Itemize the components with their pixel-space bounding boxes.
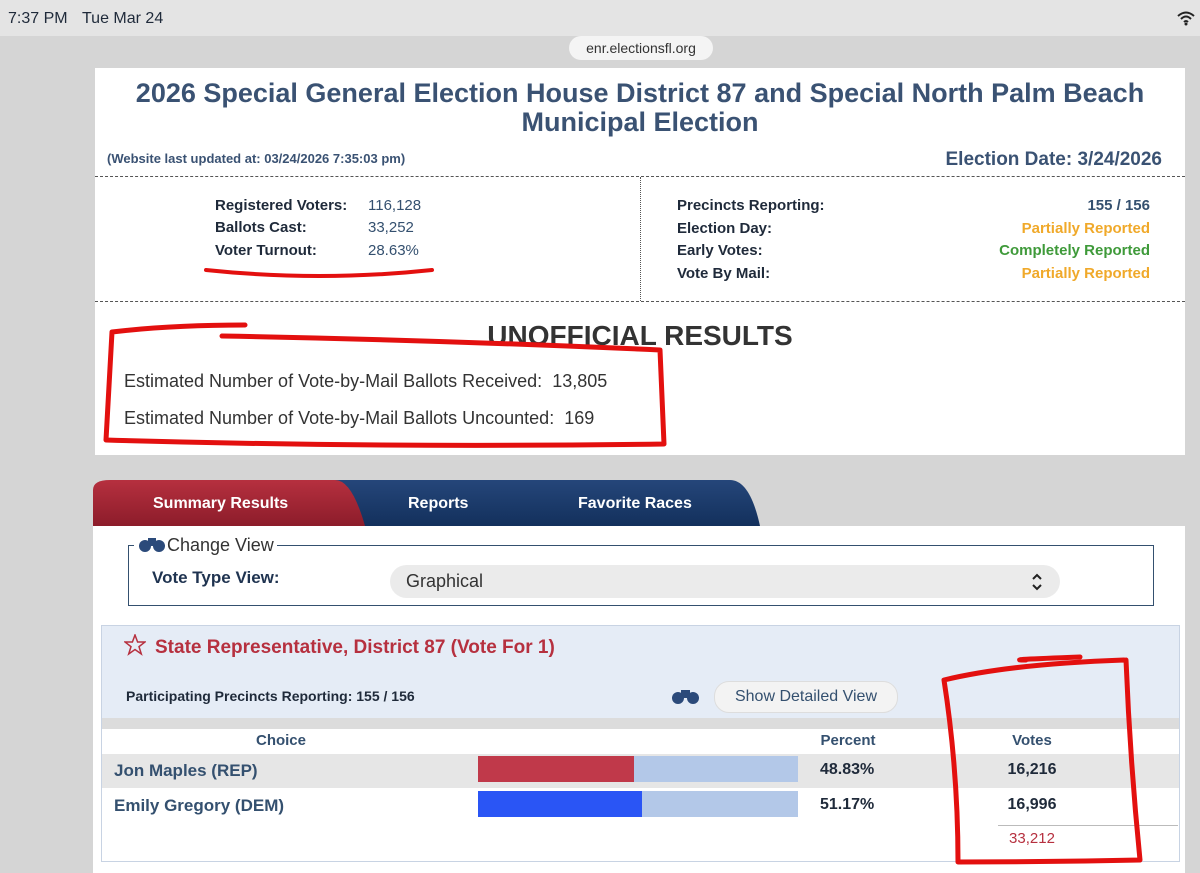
column-header: Votes <box>1012 732 1052 749</box>
binoculars-icon <box>139 538 165 552</box>
wifi-icon <box>1177 11 1195 26</box>
vote-type-select[interactable] <box>390 565 1060 598</box>
vbm-uncounted: Estimated Number of Vote-by-Mail Ballots… <box>124 408 594 429</box>
stat-label: Ballots Cast: <box>215 219 307 236</box>
stat-label: Registered Voters: <box>215 197 348 214</box>
divider <box>640 177 641 301</box>
column-header: Choice <box>255 732 306 749</box>
vote-type-label: Vote Type View: <box>152 568 280 587</box>
url-bar[interactable]: enr.electionsfl.org <box>569 36 713 60</box>
election-date: Election Date: 3/24/2026 <box>945 149 1163 170</box>
tab[interactable]: Summary Results <box>153 495 289 512</box>
stat-label: Election Day: <box>677 219 773 237</box>
stat-value: Partially Reported <box>1021 219 1150 237</box>
percent-label: 48.83% <box>820 761 875 778</box>
status-date: Tue Mar 24 <box>82 10 164 27</box>
detail-button[interactable]: Show Detailed View <box>714 681 898 713</box>
tab-shapes <box>93 480 760 526</box>
stat-label: Early Votes: <box>677 242 763 259</box>
total-votes: 33,212 <box>1009 830 1055 847</box>
candidate-name: Jon Maples (REP) <box>114 761 258 780</box>
tab[interactable]: Reports <box>408 495 469 512</box>
select-chevron <box>1032 573 1042 591</box>
divider <box>95 176 1185 177</box>
vote-count: 16,216 <box>1007 761 1057 778</box>
percent-bar <box>478 756 635 782</box>
race-precincts: Participating Precincts Reporting: 155 /… <box>126 688 415 704</box>
percent-bar <box>478 791 642 817</box>
stat-label: Precincts Reporting: <box>677 197 825 214</box>
election-title: 2026 Special General Election House Dist… <box>135 78 1145 137</box>
column-header: Percent <box>820 732 876 749</box>
status-bar <box>0 0 1200 36</box>
tab[interactable]: Favorite Races <box>578 495 692 512</box>
select-value: Graphical <box>406 571 484 591</box>
stat-value: Completely Reported <box>999 242 1150 259</box>
stat-label: Vote By Mail: <box>677 264 771 282</box>
status-time: 7:37 PM <box>8 10 68 27</box>
percent-label: 51.17% <box>820 796 875 813</box>
favorite-star[interactable] <box>124 634 146 656</box>
vbm-value: 169 <box>564 408 595 428</box>
stat-value: 155 / 156 <box>1087 197 1150 214</box>
change-view-legend: Change View <box>134 535 277 556</box>
vbm-label: Estimated Number of Vote-by-Mail Ballots… <box>124 371 543 391</box>
binoculars-icon <box>672 690 699 704</box>
vbm-value: 13,805 <box>552 371 608 391</box>
stat-value: 33,252 <box>368 219 414 236</box>
candidate-name: Emily Gregory (DEM) <box>114 796 285 815</box>
last-updated: (Website last updated at: 03/24/2026 7:3… <box>107 151 406 166</box>
unofficial-heading: UNOFFICIAL RESULTS <box>487 320 793 351</box>
vbm-label: Estimated Number of Vote-by-Mail Ballots… <box>124 408 555 428</box>
total-rule <box>998 825 1178 826</box>
stat-value: Partially Reported <box>1021 264 1150 282</box>
change-view-box <box>128 545 1154 606</box>
vote-count: 16,996 <box>1007 796 1057 813</box>
legend-text: Change View <box>167 535 274 555</box>
race-title: State Representative, District 87 (Vote … <box>155 637 555 658</box>
stat-value: 116,128 <box>368 197 422 214</box>
divider <box>95 301 1185 302</box>
stat-label: Voter Turnout: <box>215 242 317 259</box>
stat-value: 28.63% <box>368 242 419 259</box>
separator <box>102 718 1179 729</box>
vbm-received: Estimated Number of Vote-by-Mail Ballots… <box>124 371 607 392</box>
